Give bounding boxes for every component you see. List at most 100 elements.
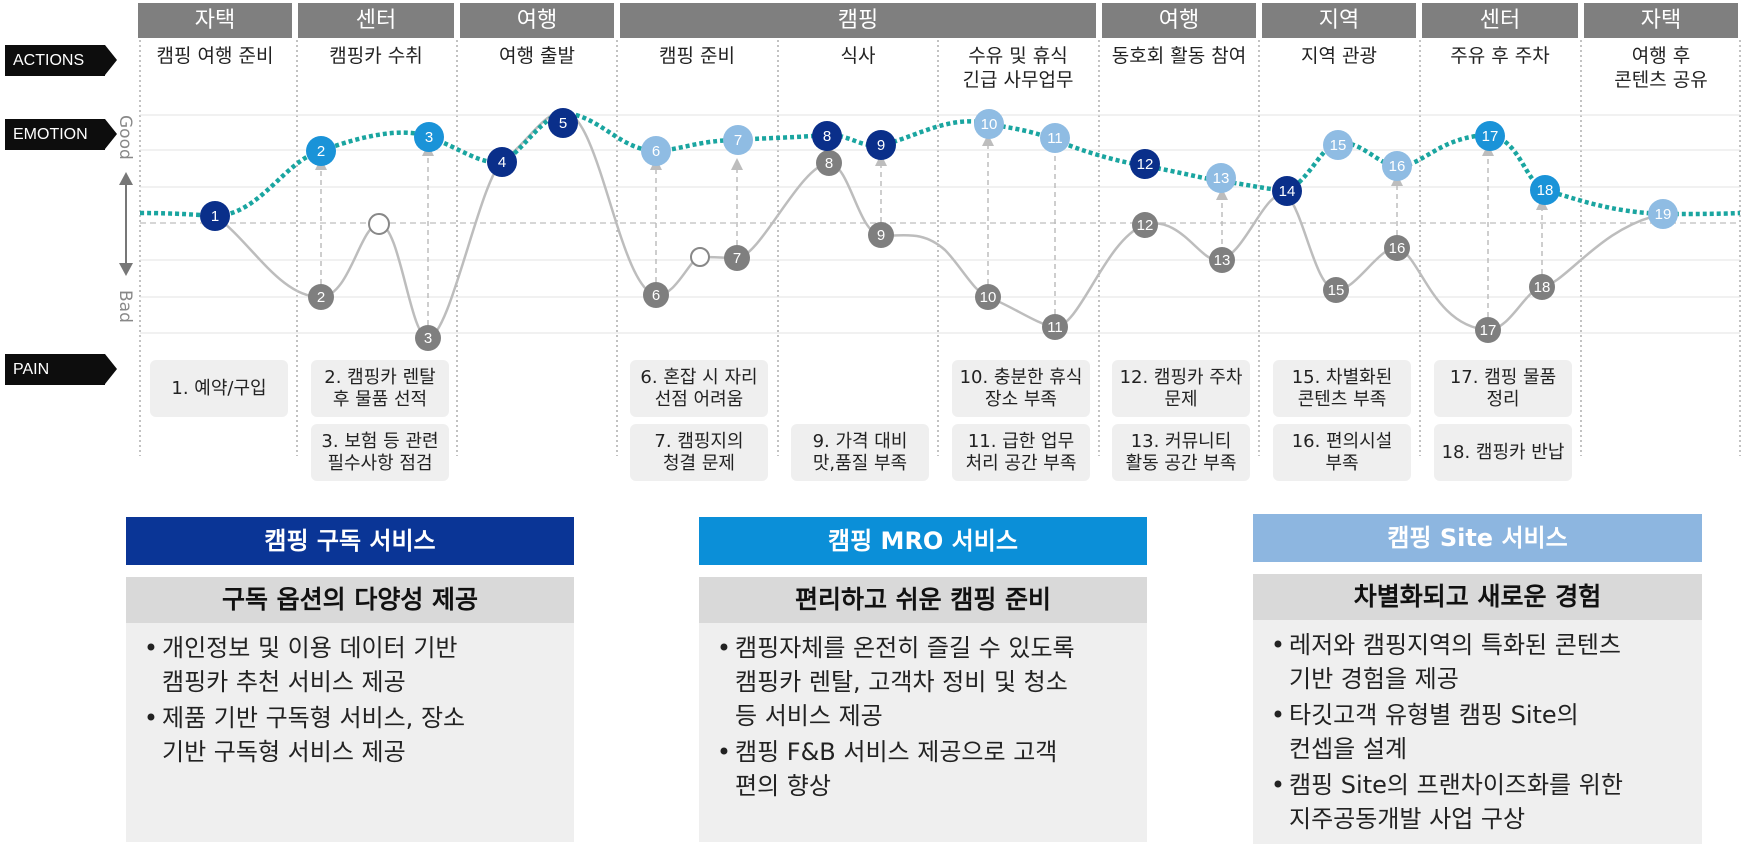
service-mro-title: 캠핑 MRO 서비스 [699, 517, 1147, 565]
phase-header-travel-2: 여행 [1102, 3, 1256, 38]
svg-text:15: 15 [1330, 137, 1347, 154]
svg-text:6: 6 [652, 287, 660, 304]
action-fuel-and-park: 주유 후 주차 [1450, 45, 1550, 67]
svg-text:17: 17 [1480, 322, 1497, 339]
svg-text:11: 11 [1047, 319, 1063, 336]
before-point-18: 18 [1529, 274, 1555, 300]
improvement-arrows [315, 134, 1548, 325]
after-point-9: 9 [866, 130, 896, 160]
svg-text:2: 2 [317, 143, 325, 160]
emotion-gridlines [140, 114, 1740, 334]
action-camper-pickup: 캠핑카 수취 [329, 45, 423, 67]
service-site-body: • 레저와 캠핑지역의 특화된 콘텐츠 기반 경험을 제공 • 타깃고객 유형별 캠… [1253, 620, 1702, 844]
service-site: 캠핑 Site 서비스 차별화되고 새로운 경험 • 레저와 캠핑지역의 특화된 … [1253, 514, 1702, 844]
svg-text:18: 18 [1534, 279, 1551, 296]
before-point-2: 2 [308, 284, 334, 310]
before-point-7: 7 [724, 245, 750, 271]
action-camping-prep: 캠핑 준비 [659, 45, 735, 67]
pain-point-9: 9. 가격 대비 맛,품질 부족 [791, 424, 929, 481]
svg-text:11: 11 [1047, 130, 1063, 147]
before-points: 2 3 6 7 8 9 10 11 12 13 15 16 17 18 [308, 150, 1555, 351]
svg-text:5: 5 [559, 115, 567, 132]
action-camping-trip-prep: 캠핑 여행 준비 [156, 45, 274, 67]
pain-point-6: 6. 혼잡 시 자리 선점 어려움 [630, 360, 768, 417]
after-point-15: 15 [1323, 130, 1353, 160]
bullet-item: • 캠핑 F&B 서비스 제공으로 고객 편의 향상 [716, 738, 1058, 800]
service-mro-body: • 캠핑자체를 온전히 즐길 수 있도록 캠핑카 렌탈, 고객차 정비 및 청소 … [699, 623, 1147, 842]
service-subscription-body: • 개인정보 및 이용 데이터 기반 캠핑카 추천 서비스 제공 • 제품 기반 구… [126, 623, 574, 842]
phase-header-home-1: 자택 [138, 3, 292, 38]
axis-arrow [119, 172, 133, 276]
pain-point-18: 18. 캠핑카 반납 [1434, 424, 1572, 481]
after-point-7: 7 [723, 125, 753, 155]
service-site-title: 캠핑 Site 서비스 [1253, 514, 1702, 562]
bullet-item: • 캠핑 Site의 프랜차이즈화를 위한 지주공동개발 사업 구상 [1270, 771, 1623, 833]
svg-text:7: 7 [733, 250, 741, 267]
pain-point-15: 15. 차별화된 콘텐츠 부족 [1273, 360, 1411, 417]
after-point-2: 2 [306, 136, 336, 166]
before-point-6: 6 [643, 282, 669, 308]
before-point-16: 16 [1384, 235, 1410, 261]
after-point-13: 13 [1206, 163, 1236, 193]
svg-text:18: 18 [1537, 182, 1554, 199]
before-point-11: 11 [1042, 314, 1068, 340]
bullet-item: • 레저와 캠핑지역의 특화된 콘텐츠 기반 경험을 제공 [1270, 631, 1622, 693]
before-point-15: 15 [1323, 277, 1349, 303]
action-local-tour: 지역 관광 [1301, 45, 1377, 67]
pain-point-17: 17. 캠핑 물품 정리 [1434, 360, 1572, 417]
phase-header-center-2: 센터 [1422, 3, 1578, 38]
column-separators [139, 40, 1741, 456]
phase-header-camping: 캠핑 [620, 3, 1096, 38]
after-point-8: 8 [812, 121, 842, 151]
pain-point-2: 2. 캠핑카 렌탈 후 물품 선적 [311, 360, 449, 417]
svg-text:2: 2 [317, 289, 325, 306]
after-point-14: 14 [1272, 176, 1302, 206]
phase-header-home-2: 자택 [1584, 3, 1738, 38]
action-meal: 식사 [840, 45, 876, 67]
service-subscription: 캠핑 구독 서비스 구독 옵션의 다양성 제공 • 개인정보 및 이용 데이터 기… [126, 517, 574, 842]
after-point-17: 17 [1475, 121, 1505, 151]
after-point-19: 19 [1648, 199, 1678, 229]
pain-point-13: 13. 커뮤니티 활동 공간 부족 [1112, 424, 1250, 481]
phase-header-center-1: 센터 [298, 3, 454, 38]
service-subscription-subtitle: 구독 옵션의 다양성 제공 [126, 577, 574, 623]
svg-text:3: 3 [425, 129, 433, 146]
after-point-11: 11 [1040, 123, 1070, 153]
svg-text:15: 15 [1328, 282, 1345, 299]
after-point-5: 5 [548, 108, 578, 138]
bullet-item: • 개인정보 및 이용 데이터 기반 캠핑카 추천 서비스 제공 [143, 634, 458, 696]
svg-text:8: 8 [825, 155, 833, 172]
svg-text:13: 13 [1214, 252, 1231, 269]
before-point-3: 3 [415, 325, 441, 351]
phase-header-travel-1: 여행 [460, 3, 614, 38]
phase-header-region: 지역 [1262, 3, 1416, 38]
action-trip-departure: 여행 출발 [499, 45, 575, 67]
svg-text:1: 1 [211, 208, 219, 225]
svg-text:14: 14 [1279, 183, 1296, 200]
curve-hollow-marker [690, 247, 710, 267]
action-rest-and-work: 수유 및 휴식 긴급 사무업무 [962, 45, 1074, 91]
before-point-12: 12 [1132, 212, 1158, 238]
emotion-row-label: EMOTION [5, 119, 117, 150]
pain-point-10: 10. 충분한 휴식 장소 부족 [952, 360, 1090, 417]
pain-point-7: 7. 캠핑지의 청결 문제 [630, 424, 768, 481]
after-point-18: 18 [1530, 175, 1560, 205]
svg-text:9: 9 [877, 227, 885, 244]
svg-text:12: 12 [1137, 156, 1154, 173]
svg-text:17: 17 [1482, 128, 1499, 145]
actions-row-label: ACTIONS [5, 45, 117, 76]
after-point-10: 10 [974, 109, 1004, 139]
svg-text:19: 19 [1655, 206, 1672, 223]
curve-hollow-marker [368, 213, 390, 235]
before-point-10: 10 [975, 284, 1001, 310]
svg-text:16: 16 [1389, 158, 1406, 175]
action-share-content: 여행 후 콘텐츠 공유 [1614, 45, 1708, 91]
svg-text:6: 6 [652, 143, 660, 160]
after-point-1: 1 [200, 201, 230, 231]
pain-point-16: 16. 편의시설 부족 [1273, 424, 1411, 481]
after-point-12: 12 [1130, 149, 1160, 179]
bullet-item: • 타깃고객 유형별 캠핑 Site의 컨셉을 설계 [1270, 701, 1579, 763]
before-point-9: 9 [868, 222, 894, 248]
service-site-subtitle: 차별화되고 새로운 경험 [1253, 574, 1702, 620]
